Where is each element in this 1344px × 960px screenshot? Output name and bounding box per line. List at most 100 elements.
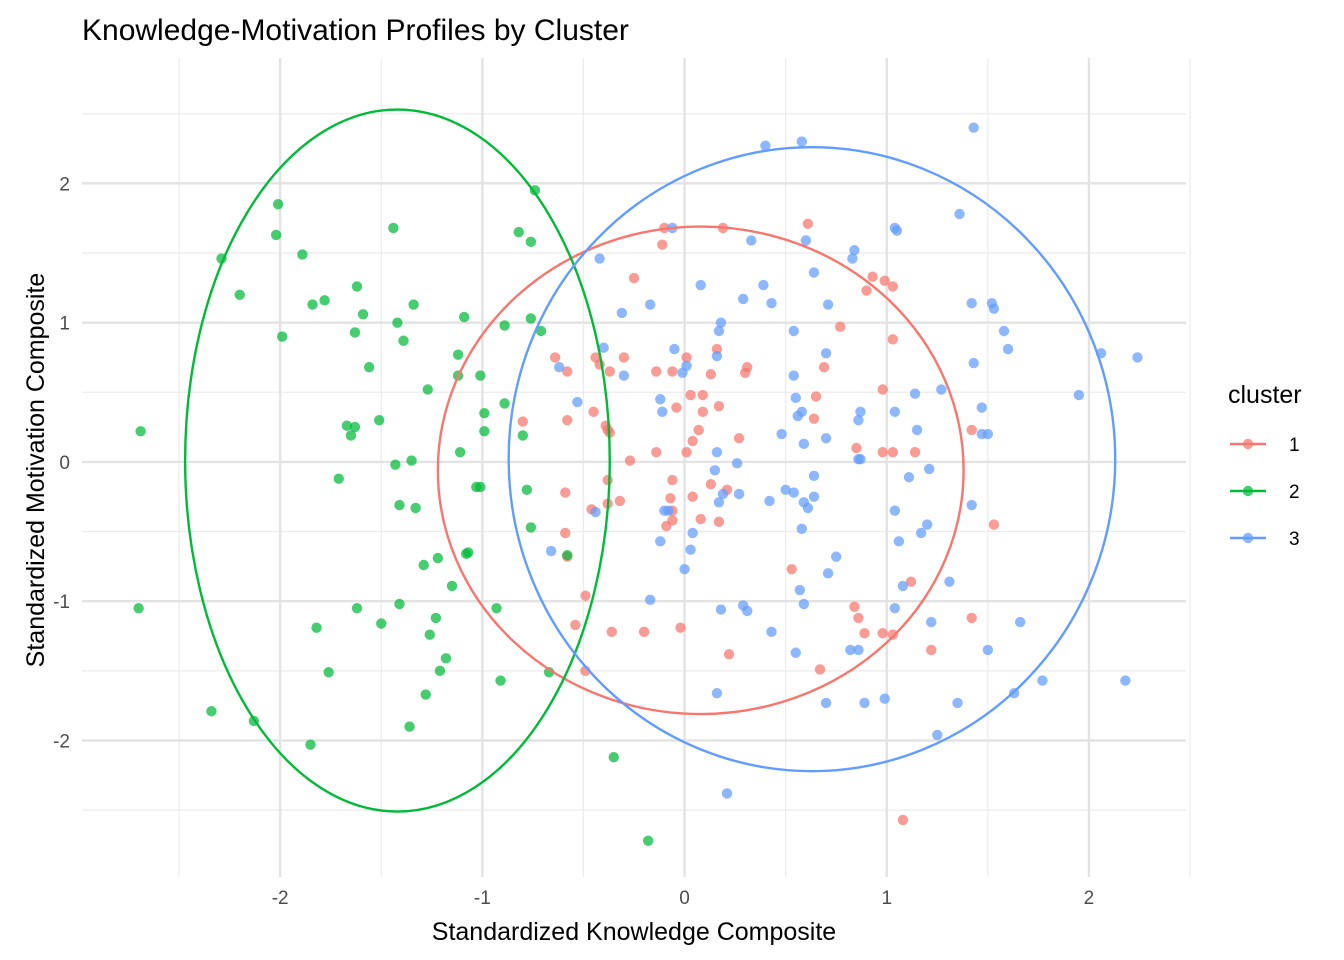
data-point-cluster-3 xyxy=(855,453,866,465)
data-point-cluster-2 xyxy=(276,331,288,342)
data-point-cluster-2 xyxy=(517,430,528,441)
data-point-cluster-3 xyxy=(669,343,680,355)
data-point-cluster-1 xyxy=(618,352,630,363)
data-point-cluster-1 xyxy=(818,362,830,373)
data-point-cluster-1 xyxy=(697,406,708,417)
data-point-cluster-2 xyxy=(543,667,555,678)
data-point-cluster-2 xyxy=(388,222,399,234)
data-point-cluster-1 xyxy=(988,519,1000,530)
data-point-cluster-1 xyxy=(861,285,872,296)
data-point-cluster-1 xyxy=(651,446,662,458)
data-point-cluster-2 xyxy=(452,349,464,360)
data-point-cluster-1 xyxy=(681,446,692,458)
data-point-cluster-3 xyxy=(924,463,935,475)
data-point-cluster-3 xyxy=(897,580,909,592)
data-point-cluster-1 xyxy=(602,424,613,436)
data-point-cluster-3 xyxy=(758,279,769,291)
data-point-cluster-3 xyxy=(796,523,808,534)
chart-title: Knowledge-Motivation Profiles by Cluster xyxy=(82,14,629,47)
data-point-cluster-3 xyxy=(921,519,933,530)
data-point-cluster-3 xyxy=(679,563,690,575)
data-point-cluster-2 xyxy=(404,721,415,732)
y-axis-title: Standardized Motivation Composite xyxy=(22,273,50,668)
data-point-cluster-2 xyxy=(521,484,533,495)
data-point-cluster-1 xyxy=(697,389,708,401)
data-point-cluster-3 xyxy=(808,267,820,278)
data-point-cluster-2 xyxy=(479,426,490,437)
data-point-cluster-1 xyxy=(723,648,735,660)
data-point-cluster-1 xyxy=(651,366,662,377)
data-point-cluster-2 xyxy=(535,325,547,337)
data-point-cluster-3 xyxy=(1037,675,1048,686)
data-point-cluster-3 xyxy=(968,357,979,369)
data-point-cluster-1 xyxy=(909,446,921,458)
y-tick-label: -1 xyxy=(53,592,70,613)
data-point-cluster-1 xyxy=(667,474,678,486)
data-point-cluster-2 xyxy=(323,667,334,678)
cluster-ellipse-3 xyxy=(507,145,1117,773)
data-point-cluster-2 xyxy=(351,602,363,614)
data-point-cluster-2 xyxy=(525,313,537,324)
data-point-cluster-3 xyxy=(598,342,609,353)
data-point-cluster-3 xyxy=(796,406,808,417)
data-point-cluster-3 xyxy=(644,594,656,606)
data-point-cluster-3 xyxy=(709,465,721,476)
data-point-cluster-3 xyxy=(657,406,668,417)
data-point-cluster-3 xyxy=(853,414,864,426)
data-point-cluster-1 xyxy=(867,271,878,282)
data-point-cluster-1 xyxy=(638,626,650,638)
data-point-cluster-2 xyxy=(341,420,353,431)
data-point-cluster-3 xyxy=(717,488,729,500)
data-point-cluster-2 xyxy=(270,229,282,241)
legend-label-3: 3 xyxy=(1289,529,1300,550)
data-point-cluster-1 xyxy=(786,563,797,575)
data-point-cluster-3 xyxy=(721,788,733,799)
data-point-cluster-2 xyxy=(418,559,429,571)
data-point-cluster-3 xyxy=(909,388,921,399)
data-point-cluster-3 xyxy=(685,544,696,555)
data-point-cluster-3 xyxy=(800,235,812,246)
data-point-cluster-1 xyxy=(657,239,668,250)
data-point-cluster-2 xyxy=(422,384,433,395)
data-point-cluster-1 xyxy=(851,442,862,454)
data-point-cluster-3 xyxy=(616,307,628,319)
data-point-cluster-3 xyxy=(926,616,937,628)
legend-key-point-3 xyxy=(1242,532,1254,544)
data-point-cluster-2 xyxy=(475,481,486,493)
y-tick-label: 2 xyxy=(59,174,70,195)
x-axis-title: Standardized Knowledge Composite xyxy=(432,918,836,946)
data-point-cluster-3 xyxy=(891,225,903,236)
data-point-cluster-1 xyxy=(693,424,704,436)
data-point-cluster-2 xyxy=(440,653,452,664)
data-point-cluster-2 xyxy=(349,421,361,433)
data-point-cluster-2 xyxy=(608,752,619,763)
data-point-cluster-1 xyxy=(887,334,899,345)
data-point-cluster-3 xyxy=(737,293,749,305)
data-point-cluster-3 xyxy=(982,644,994,656)
data-point-cluster-2 xyxy=(424,629,435,640)
data-point-cluster-3 xyxy=(1132,352,1143,363)
legend-label-1: 1 xyxy=(1289,435,1300,456)
x-tick-label: -1 xyxy=(474,888,491,909)
data-point-cluster-1 xyxy=(588,406,599,417)
data-point-cluster-3 xyxy=(794,584,806,596)
legend-title: cluster xyxy=(1228,381,1302,409)
data-point-cluster-1 xyxy=(687,435,698,447)
data-point-cluster-2 xyxy=(311,622,322,633)
data-point-cluster-1 xyxy=(562,414,573,426)
data-point-cluster-1 xyxy=(897,814,909,826)
data-point-cluster-3 xyxy=(966,499,977,511)
data-point-cluster-1 xyxy=(713,516,725,528)
data-point-cluster-3 xyxy=(820,348,832,359)
data-point-cluster-3 xyxy=(644,299,656,310)
data-point-cluster-3 xyxy=(830,551,842,562)
data-point-cluster-3 xyxy=(893,536,905,547)
data-point-cluster-1 xyxy=(665,492,676,504)
data-point-cluster-2 xyxy=(406,455,417,466)
data-point-cluster-3 xyxy=(1002,343,1014,355)
data-point-cluster-1 xyxy=(695,513,706,525)
data-point-cluster-2 xyxy=(357,309,369,320)
data-point-cluster-2 xyxy=(513,226,524,238)
data-point-cluster-1 xyxy=(905,576,917,587)
data-point-cluster-3 xyxy=(695,279,706,291)
